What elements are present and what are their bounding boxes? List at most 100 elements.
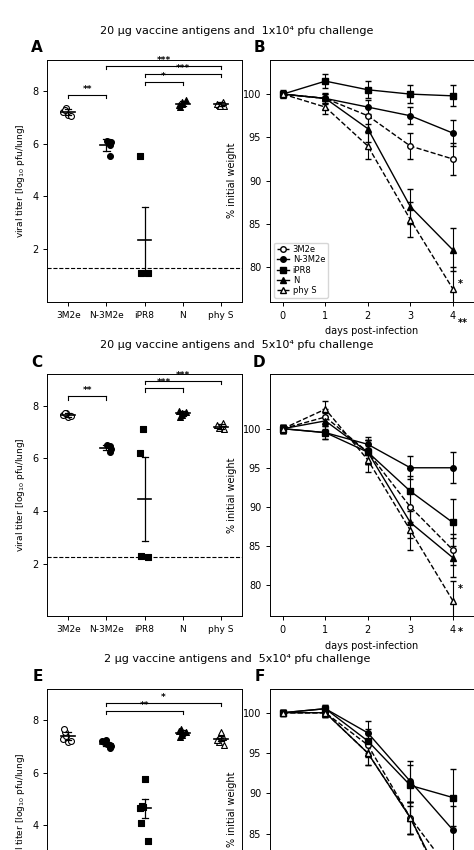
Text: 2 μg vaccine antigens and  5x10⁴ pfu challenge: 2 μg vaccine antigens and 5x10⁴ pfu chal… bbox=[104, 654, 370, 665]
Point bbox=[219, 730, 227, 744]
Point bbox=[220, 422, 228, 436]
Text: **: ** bbox=[82, 85, 92, 94]
Point bbox=[220, 99, 228, 113]
Text: 20 μg vaccine antigens and  1x10⁴ pfu challenge: 20 μg vaccine antigens and 1x10⁴ pfu cha… bbox=[100, 26, 374, 36]
Point bbox=[213, 418, 220, 432]
Point bbox=[141, 773, 149, 786]
Point bbox=[220, 739, 228, 752]
Text: B: B bbox=[254, 40, 265, 55]
Text: **: ** bbox=[458, 319, 468, 328]
Text: *: * bbox=[458, 584, 463, 594]
Text: ***: *** bbox=[175, 64, 190, 73]
Point bbox=[213, 733, 220, 746]
Point bbox=[178, 406, 186, 420]
Text: ***: *** bbox=[175, 371, 190, 380]
Point bbox=[176, 730, 183, 744]
Point bbox=[64, 411, 71, 424]
Point bbox=[182, 405, 190, 419]
Text: *: * bbox=[161, 72, 166, 81]
Point bbox=[144, 835, 152, 848]
Point bbox=[107, 136, 115, 150]
Y-axis label: % initial weight: % initial weight bbox=[227, 772, 237, 847]
Point bbox=[98, 734, 105, 748]
Point bbox=[138, 799, 146, 813]
Point bbox=[107, 740, 115, 753]
Y-axis label: viral titer [log$_{10}$ pfu/lung]: viral titer [log$_{10}$ pfu/lung] bbox=[14, 123, 27, 238]
Point bbox=[176, 98, 183, 111]
Point bbox=[178, 95, 186, 109]
Text: *: * bbox=[458, 280, 463, 290]
Y-axis label: viral titer [log$_{10}$ pfu/lung]: viral titer [log$_{10}$ pfu/lung] bbox=[14, 438, 27, 552]
Point bbox=[61, 725, 69, 739]
Point bbox=[137, 446, 144, 460]
Y-axis label: % initial weight: % initial weight bbox=[227, 457, 237, 533]
Point bbox=[176, 404, 183, 417]
Legend: 3M2e, N-3M2e, iPR8, N, phy S: 3M2e, N-3M2e, iPR8, N, phy S bbox=[274, 242, 328, 298]
Point bbox=[139, 800, 147, 813]
X-axis label: days post-infection: days post-infection bbox=[326, 641, 419, 651]
Text: **: ** bbox=[140, 701, 149, 710]
Point bbox=[64, 736, 71, 750]
Point bbox=[61, 103, 69, 116]
Point bbox=[182, 94, 190, 107]
Point bbox=[176, 724, 183, 738]
Point bbox=[61, 406, 69, 420]
Text: 20 μg vaccine antigens and  5x10⁴ pfu challenge: 20 μg vaccine antigens and 5x10⁴ pfu cha… bbox=[100, 340, 374, 350]
Point bbox=[137, 149, 144, 162]
Point bbox=[178, 727, 186, 740]
Point bbox=[176, 411, 183, 424]
Point bbox=[179, 728, 186, 741]
Point bbox=[63, 729, 70, 743]
Point bbox=[63, 101, 70, 115]
Text: ***: *** bbox=[156, 56, 171, 65]
Point bbox=[106, 439, 114, 453]
Text: *: * bbox=[458, 627, 463, 637]
Point bbox=[139, 422, 147, 436]
Point bbox=[215, 422, 222, 435]
Point bbox=[67, 110, 74, 123]
Text: D: D bbox=[253, 354, 265, 370]
Point bbox=[217, 99, 224, 113]
Y-axis label: viral titer [log$_{10}$ pfu/lung]: viral titer [log$_{10}$ pfu/lung] bbox=[14, 752, 27, 850]
Point bbox=[100, 736, 108, 750]
Point bbox=[106, 139, 114, 152]
Point bbox=[137, 266, 145, 280]
Text: *: * bbox=[161, 693, 166, 702]
Point bbox=[137, 816, 145, 830]
Point bbox=[60, 105, 67, 119]
Point bbox=[179, 408, 186, 422]
Point bbox=[215, 98, 222, 111]
Point bbox=[182, 725, 190, 739]
Point bbox=[137, 802, 144, 815]
Text: **: ** bbox=[82, 387, 92, 395]
Point bbox=[64, 108, 71, 122]
Point bbox=[176, 100, 183, 114]
Point bbox=[218, 725, 225, 739]
Point bbox=[219, 95, 227, 109]
Point bbox=[179, 97, 186, 110]
Point bbox=[61, 722, 68, 736]
Point bbox=[102, 733, 109, 746]
Point bbox=[137, 549, 145, 563]
Point bbox=[63, 406, 70, 420]
Text: C: C bbox=[32, 354, 43, 370]
Point bbox=[106, 741, 114, 755]
Point bbox=[215, 736, 222, 750]
Point bbox=[103, 439, 110, 452]
Point bbox=[106, 149, 114, 162]
Point bbox=[103, 737, 110, 751]
Point bbox=[106, 739, 114, 752]
Point bbox=[144, 266, 152, 280]
Point bbox=[177, 722, 185, 736]
Y-axis label: % initial weight: % initial weight bbox=[227, 143, 237, 218]
Text: E: E bbox=[32, 669, 43, 684]
Point bbox=[213, 97, 220, 110]
Text: F: F bbox=[255, 669, 265, 684]
Point bbox=[60, 732, 67, 745]
Point bbox=[144, 550, 152, 564]
Text: A: A bbox=[31, 40, 43, 55]
Point bbox=[219, 416, 227, 429]
X-axis label: days post-infection: days post-infection bbox=[326, 326, 419, 337]
Point bbox=[106, 445, 114, 458]
Point bbox=[67, 410, 74, 423]
